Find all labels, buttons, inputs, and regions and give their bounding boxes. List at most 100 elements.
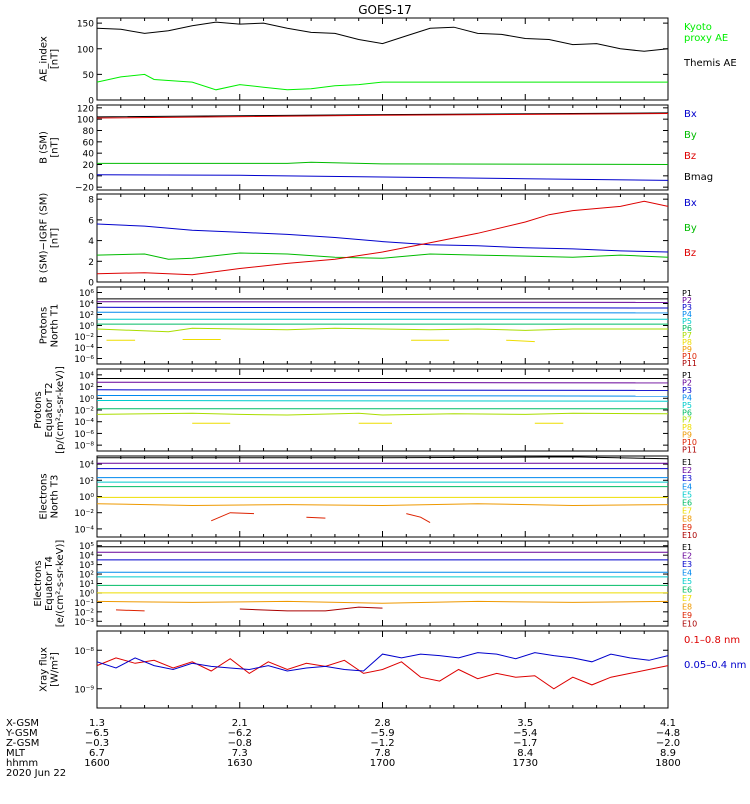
legend-label: P10 (682, 352, 697, 361)
y-tick-label: 10⁻¹ (74, 599, 94, 609)
y-tick-label: 80 (83, 127, 95, 137)
x-tick-value: 1730 (513, 758, 538, 769)
y-tick-label: 10⁵ (79, 542, 94, 552)
series-line-e8 (96, 600, 669, 604)
series-line-p4 (96, 395, 669, 397)
y-tick-label: 10⁻⁴ (74, 525, 94, 535)
x-tick-value: −4.8 (656, 728, 680, 739)
x-tick-value: 2.1 (232, 718, 248, 729)
y-tick-label: 100 (77, 116, 94, 126)
legend-label: P6 (682, 408, 692, 417)
series-line-p7 (96, 412, 669, 416)
y-tick-label: 10⁻² (74, 608, 94, 618)
y-tick-label: 10⁰ (79, 589, 94, 599)
series-line-p5 (96, 400, 669, 402)
y-tick-label: 10⁻⁴ (74, 344, 94, 354)
legend-label: 0.05–0.4 nm (684, 660, 746, 671)
y-tick-label: 10⁴ (79, 300, 94, 310)
y-tick-label: 0 (88, 279, 94, 289)
y-axis-label: [nT] (50, 137, 61, 157)
y-tick-label: 2 (88, 258, 94, 268)
y-axis-label: B (SM) (39, 131, 50, 164)
legend-label: E8 (682, 515, 692, 524)
panel-frame (96, 17, 669, 101)
x-tick-value: −2.0 (656, 738, 680, 749)
x-tick-value: 1700 (370, 758, 395, 769)
x-tick-value: −6.2 (228, 728, 252, 739)
y-axis-label: Electrons (39, 473, 50, 519)
x-tick-value: 3.5 (517, 718, 533, 729)
legend-label: P4 (682, 393, 692, 402)
y-axis-label: [p/(cm²-s-sr-keV)] (55, 366, 66, 454)
series-line-bx (96, 223, 669, 253)
y-tick-label: 0 (88, 97, 94, 107)
x-tick-value: 7.3 (232, 748, 248, 759)
y-axis-label: Equator T2 (44, 383, 55, 438)
legend-label: E6 (682, 499, 692, 508)
series-line-themis-ae (96, 21, 669, 52)
legend-label: Bz (684, 248, 696, 259)
series-line-e9b (306, 516, 326, 519)
panel-protons_t2 (96, 368, 669, 452)
y-tick-label: 10⁻⁶ (74, 355, 94, 365)
series-line-0-05-0-4-nm (96, 652, 669, 672)
series-line-0-1-0-8-nm (96, 657, 669, 690)
panel-protons_t1 (96, 286, 669, 365)
x-tick-value: 6.7 (89, 748, 105, 759)
legend-label: P7 (682, 331, 692, 340)
y-axis-label: North T1 (50, 304, 61, 348)
panel-b_sm (96, 104, 669, 191)
x-tick-value: −1.2 (370, 738, 394, 749)
y-tick-label: 10³ (79, 561, 94, 571)
y-tick-label: 10² (79, 571, 94, 581)
legend-label: E5 (682, 577, 692, 586)
y-tick-label: 60 (83, 138, 95, 148)
legend-label: P8 (682, 338, 692, 347)
x-tick-value: −1.7 (513, 738, 537, 749)
y-tick-label: 150 (77, 20, 94, 30)
x-tick-value: −6.5 (85, 728, 109, 739)
x-tick-value: 4.1 (660, 718, 676, 729)
y-axis-label: Electrons (33, 560, 44, 606)
y-axis-label: [W/m²] (50, 652, 61, 687)
y-tick-label: 10⁻² (74, 333, 94, 343)
legend-label: E3 (682, 560, 692, 569)
y-tick-label: 6 (88, 216, 94, 226)
legend-label: P11 (682, 359, 697, 368)
series-line-bx (96, 174, 669, 181)
y-axis-label: Equator T4 (44, 556, 55, 611)
legend-label: E4 (682, 482, 692, 491)
panel-frame (96, 540, 669, 627)
series-line-e10 (239, 606, 383, 612)
y-tick-label: 10⁻⁸ (74, 647, 94, 657)
y-tick-label: 10⁰ (79, 322, 94, 332)
x-tick-value: 8.9 (660, 748, 676, 759)
legend-label: E8 (682, 603, 692, 612)
series-line-e9 (211, 512, 255, 522)
x-row-label: MLT (6, 748, 26, 759)
x-row-label: 2020 Jun 22 (6, 768, 66, 779)
series-line-e9 (115, 609, 145, 612)
legend-label: E7 (682, 594, 692, 603)
y-tick-label: 10⁻² (74, 407, 94, 417)
y-tick-label: 10⁻⁶ (74, 430, 94, 440)
series-line-p2 (96, 381, 669, 384)
legend-label: P6 (682, 324, 692, 333)
legend-label: Kyoto (684, 22, 712, 33)
legend-label: P1 (682, 371, 692, 380)
x-tick-value: 2.8 (375, 718, 391, 729)
panel-electrons_t3 (96, 455, 669, 538)
panel-electrons_t4 (96, 540, 669, 627)
legend-label: E3 (682, 474, 692, 483)
series-line-by (96, 252, 669, 260)
series-line-e9c (406, 513, 431, 524)
x-tick-value: 7.8 (375, 748, 391, 759)
series-line-kyoto-proxy-ae (96, 73, 668, 91)
y-tick-label: 10⁻⁴ (74, 418, 94, 428)
legend-label: E4 (682, 569, 692, 578)
legend-label: P11 (682, 446, 697, 455)
legend-label: E7 (682, 507, 692, 516)
legend-label: Bx (684, 198, 697, 209)
legend-label: P8 (682, 423, 692, 432)
x-tick-value: −5.9 (370, 728, 394, 739)
